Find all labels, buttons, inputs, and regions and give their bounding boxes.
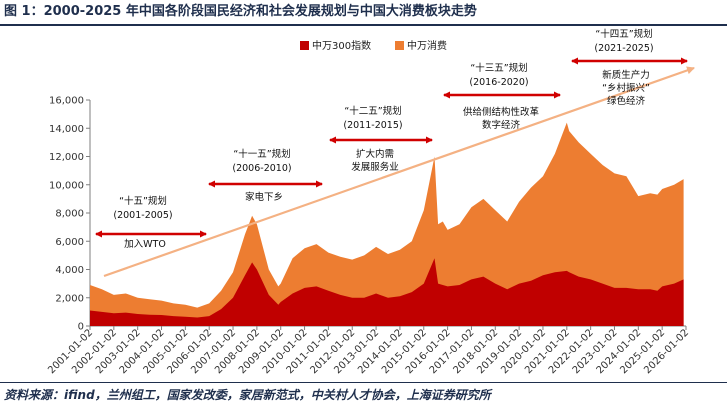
plan-years: (2021-2025) (594, 43, 653, 54)
plan-name: “十二五”规划 (344, 105, 401, 117)
trend-arrow (103, 66, 695, 278)
source-divider (0, 382, 727, 383)
legend-label: 中万300指数 (312, 39, 371, 52)
plan-years: (2006-2010) (232, 163, 291, 174)
plan-event: 数字经济 (482, 119, 521, 131)
legend-label: 中万消费 (407, 39, 447, 52)
plan-name: “十四五”规划 (595, 28, 652, 40)
y-tick-label: 6,000 (55, 237, 84, 248)
legend-swatch (300, 41, 309, 50)
plan-name: “十五”规划 (119, 195, 167, 207)
plan-years: (2011-2015) (343, 120, 402, 131)
chart-series (90, 122, 684, 326)
y-tick-label: 16,000 (49, 96, 84, 107)
y-tick-label: 10,000 (49, 180, 84, 191)
series-area-consumption (90, 122, 684, 326)
plan-event: 发展服务业 (351, 161, 399, 173)
annotation-plan-10: “十五”规划 (2001-2005) 加入WTO (95, 195, 207, 250)
y-tick-label: 4,000 (55, 265, 84, 276)
y-tick-label: 8,000 (55, 209, 84, 220)
series-area-index300 (90, 258, 684, 326)
plan-name: “十三五”规划 (470, 62, 527, 74)
plan-event: “乡村振兴” (602, 82, 650, 94)
plan-name: “十一五”规划 (233, 148, 290, 160)
plan-event: 新质生产力 (602, 69, 650, 81)
plan-years: (2001-2005) (113, 210, 172, 221)
title-divider (0, 24, 727, 26)
legend-item-index300: 中万300指数 (300, 39, 371, 52)
plan-event: 家电下乡 (245, 191, 283, 203)
annotation-plan-14: “十四五”规划 (2021-2025) 新质生产力“乡村振兴”绿色经济 (571, 28, 688, 107)
legend-swatch (395, 41, 404, 50)
source-note: 资料来源：ifind，兰州组工，国家发改委，家居新范式，中关村人才协会，上海证券… (4, 388, 491, 402)
plan-event: 供给侧结构性改革 (463, 106, 540, 118)
plan-years: (2016-2020) (469, 77, 528, 88)
chart: 0 2,000 4,000 6,000 8,000 10,000 12,000 14,000 1… (46, 28, 695, 376)
plan-event: 扩大内需 (356, 148, 394, 160)
plan-event: 加入WTO (124, 239, 166, 250)
plan-event: 绿色经济 (607, 95, 646, 107)
trend-arrow-line (103, 66, 695, 278)
y-tick-label: 0 (78, 322, 84, 333)
plan-annotations: “十五”规划 (2001-2005) 加入WTO “十一五”规划 (2006-2010)… (95, 28, 688, 250)
y-tick-label: 14,000 (49, 124, 84, 135)
annotation-plan-11: “十一五”规划 (2006-2010) 家电下乡 (208, 148, 323, 203)
chart-legend: 中万300指数 中万消费 (300, 39, 447, 52)
y-tick-label: 12,000 (49, 152, 84, 163)
figure-title: 图 1：2000-2025 年中国各阶段国民经济和社会发展规划与中国大消费板块走… (4, 4, 477, 19)
legend-item-consumption: 中万消费 (395, 39, 447, 52)
y-tick-label: 2,000 (55, 293, 84, 304)
